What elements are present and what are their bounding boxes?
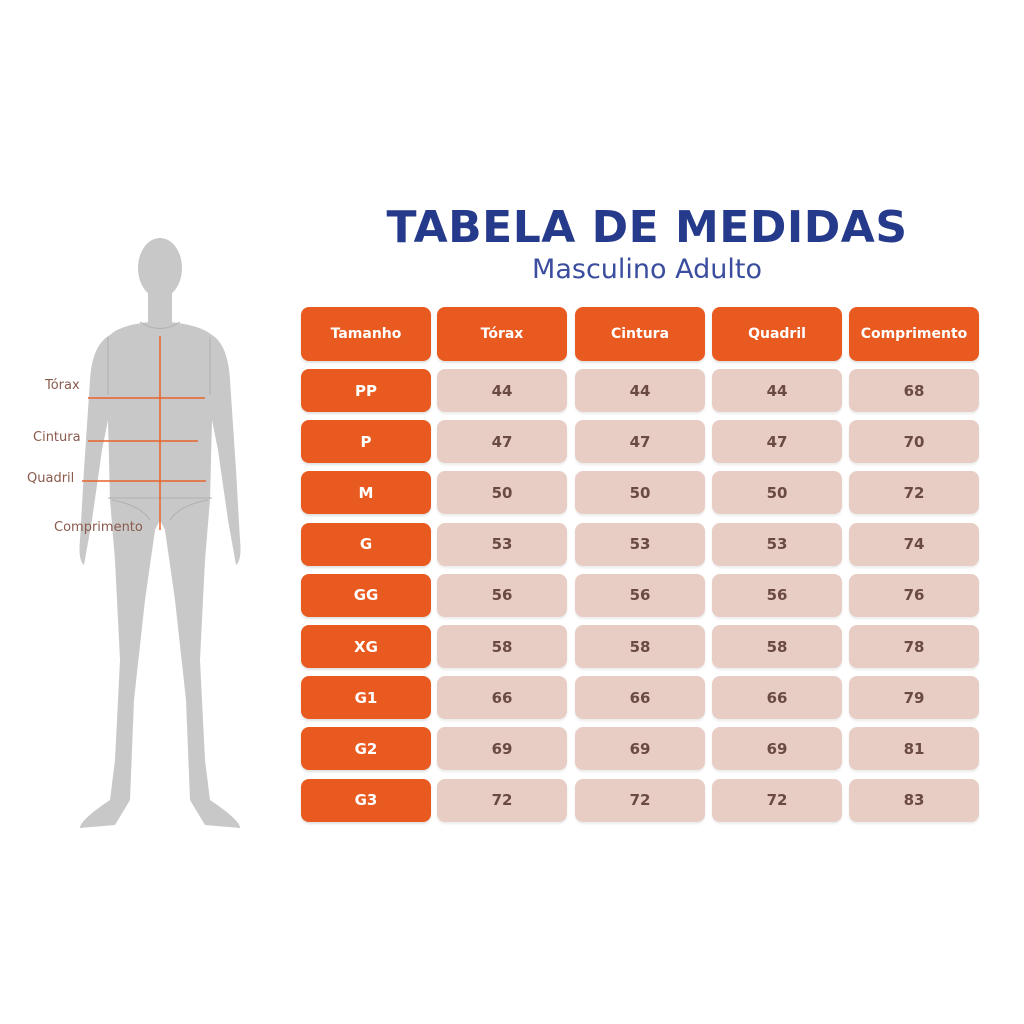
measurement-cell: 72	[575, 778, 705, 822]
column-header: Tamanho	[301, 307, 431, 361]
size-cell: G1	[301, 676, 431, 720]
column-header: Tórax	[437, 307, 567, 361]
measurement-cell: 70	[849, 420, 979, 464]
measurement-cell: 47	[712, 420, 842, 464]
size-cell: GG	[301, 573, 431, 617]
measurement-cell: 66	[575, 676, 705, 720]
measurement-cell: 53	[712, 522, 842, 566]
measurement-cell: 83	[849, 778, 979, 822]
measurement-cell: 58	[575, 625, 705, 668]
label-waist: Cintura	[33, 430, 81, 445]
label-hip: Quadril	[27, 471, 75, 486]
measurement-cell: 58	[437, 625, 567, 668]
measurement-cell: 50	[437, 471, 567, 515]
measurement-cell: 56	[437, 573, 567, 617]
measure-lines	[82, 336, 206, 530]
measurement-cell: 56	[712, 573, 842, 617]
measurement-cell: 66	[712, 676, 842, 720]
measurement-cell: 47	[575, 420, 705, 464]
page-title: TABELA DE MEDIDAS	[386, 202, 908, 253]
measurement-cell: 66	[437, 676, 567, 720]
measurement-cell: 50	[575, 471, 705, 515]
measurement-cell: 56	[575, 573, 705, 617]
size-cell: G2	[301, 727, 431, 771]
size-cell: G3	[301, 778, 431, 822]
measurement-cell: 47	[437, 420, 567, 464]
measurement-cell: 81	[849, 727, 979, 771]
column-header: Cintura	[575, 307, 705, 361]
measurement-cell: 69	[437, 727, 567, 771]
measurement-cell: 76	[849, 573, 979, 617]
measurement-cell: 50	[712, 471, 842, 515]
measurement-cell: 44	[575, 369, 705, 412]
mannequin-icon	[79, 238, 241, 828]
label-chest: Tórax	[45, 378, 80, 393]
measurement-cell: 69	[575, 727, 705, 771]
page-subtitle: Masculino Adulto	[532, 254, 762, 285]
measurement-cell: 72	[849, 471, 979, 515]
measurement-cell: 53	[575, 522, 705, 566]
measurement-cell: 58	[712, 625, 842, 668]
measurement-cell: 69	[712, 727, 842, 771]
body-figure: Tórax Cintura Quadril Comprimento	[0, 230, 260, 844]
measurement-cell: 74	[849, 522, 979, 566]
column-header: Quadril	[712, 307, 842, 361]
measurement-cell: 44	[437, 369, 567, 412]
size-cell: M	[301, 471, 431, 515]
label-length: Comprimento	[54, 520, 143, 535]
measurement-cell: 68	[849, 369, 979, 412]
measurement-cell: 53	[437, 522, 567, 566]
size-cell: XG	[301, 625, 431, 668]
measurement-cell: 79	[849, 676, 979, 720]
measurement-cell: 72	[437, 778, 567, 822]
size-cell: G	[301, 522, 431, 566]
measurement-cell: 72	[712, 778, 842, 822]
size-cell: PP	[301, 369, 431, 412]
column-header: Comprimento	[849, 307, 979, 361]
measurement-cell: 44	[712, 369, 842, 412]
size-cell: P	[301, 420, 431, 464]
measurement-cell: 78	[849, 625, 979, 668]
